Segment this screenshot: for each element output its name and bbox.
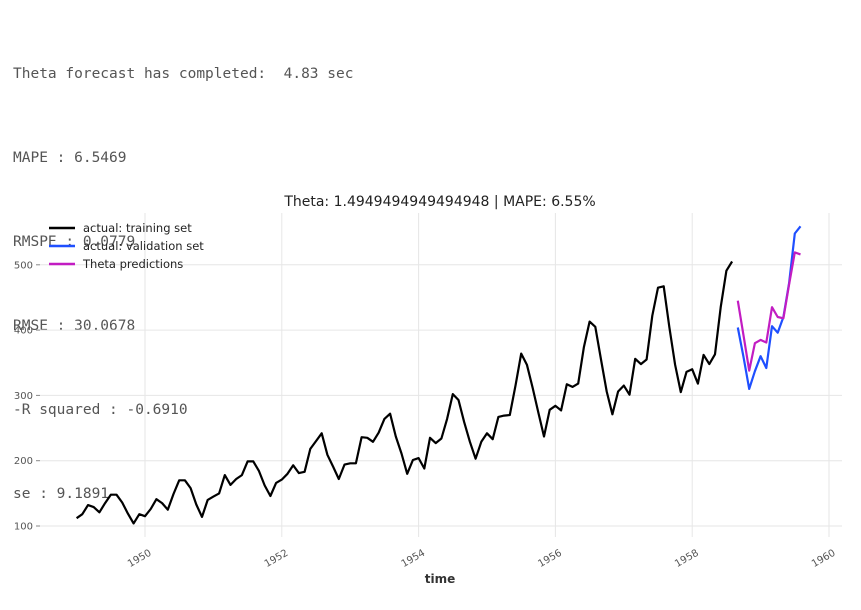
log-line-r-squared: -R squared : -0.6910 <box>13 402 188 418</box>
x-tick-label: 1954 <box>400 548 428 570</box>
y-tick-label: 400 <box>14 326 33 337</box>
y-tick-label: 300 <box>14 391 33 402</box>
log-line-rmspe: RMSPE : 0.0779 <box>13 234 136 250</box>
x-tick-label: 1950 <box>126 548 154 570</box>
y-tick-label: 200 <box>14 456 33 467</box>
log-line-completion-time: Theta forecast has completed: 4.83 sec <box>13 66 354 82</box>
series-line-0 <box>75 260 734 525</box>
grid-lines <box>40 213 842 537</box>
legend-label-2: Theta predictions <box>82 257 183 271</box>
x-axis-label: time <box>425 572 456 586</box>
y-axis: 100 200 300 400 500 <box>14 260 40 533</box>
legend-label-1: actual: validation set <box>83 239 204 253</box>
x-tick-label: 1952 <box>263 548 291 570</box>
series-line-2 <box>736 251 801 372</box>
log-line-mape: MAPE : 6.5469 <box>13 150 127 166</box>
x-tick-label: 1958 <box>673 548 701 570</box>
legend: actual: training set actual: validation s… <box>49 221 204 271</box>
x-tick-label: 1960 <box>810 548 838 570</box>
chart-title: Theta: 1.4949494949494948 | MAPE: 6.55% <box>283 194 595 210</box>
log-line-se: se : 9.1891 <box>13 486 110 502</box>
y-tick-label: 100 <box>14 522 33 533</box>
x-tick-label: 1956 <box>536 548 564 570</box>
output-log: Theta forecast has completed: 4.83 sec M… <box>13 4 353 536</box>
y-tick-label: 500 <box>14 260 33 271</box>
x-axis: 1950 1952 1954 1956 1958 1960 <box>126 548 838 570</box>
plot-lines <box>75 225 802 525</box>
legend-label-0: actual: training set <box>83 221 192 235</box>
